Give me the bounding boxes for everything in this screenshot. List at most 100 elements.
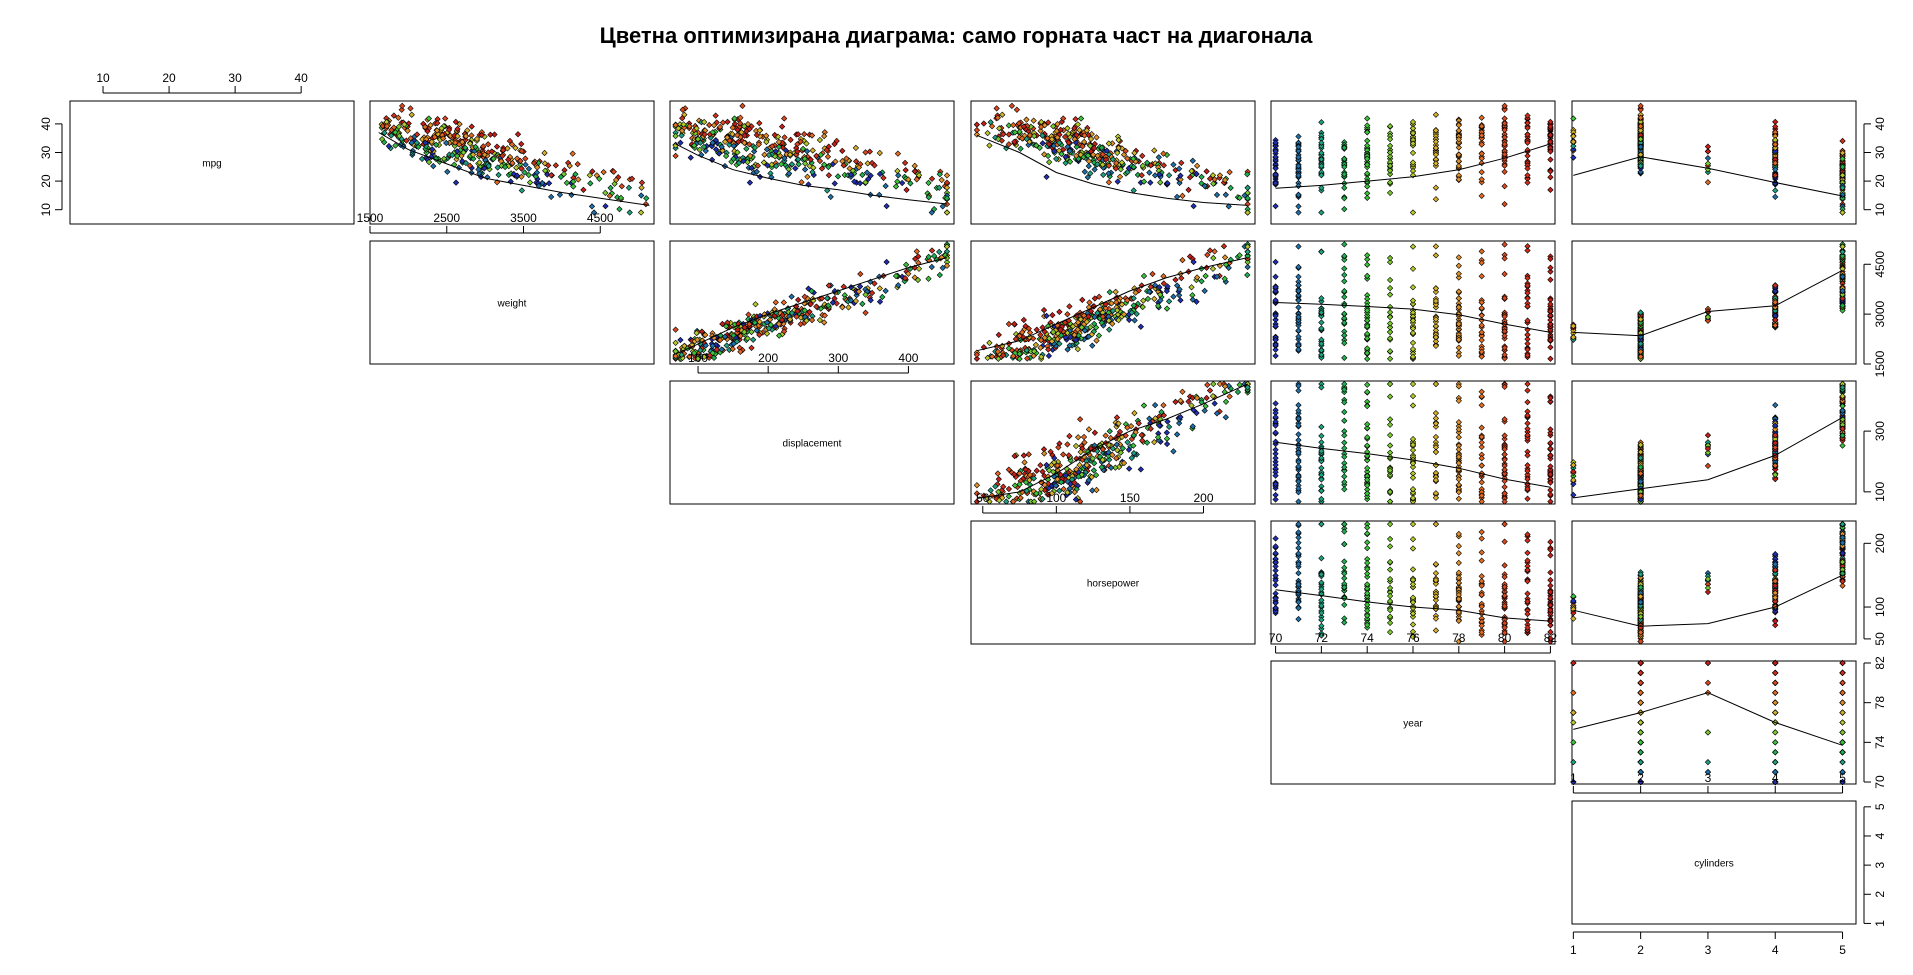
data-point [1455,419,1462,426]
data-point [1074,345,1081,353]
data-point [1409,486,1417,493]
data-point [1341,184,1348,192]
data-point [1160,402,1167,409]
data-point [701,118,708,126]
data-point [1077,151,1084,158]
data-point [462,144,469,151]
data-point [902,167,909,174]
data-point [1015,120,1023,127]
data-point [723,342,730,349]
data-point [1501,270,1508,278]
data-point [1478,192,1485,199]
data-point [794,148,801,155]
data-point [1203,394,1210,402]
data-point [1227,184,1234,192]
data-point [643,195,650,202]
points-weight-vs-horsepower [973,241,1251,363]
data-point [1364,544,1371,552]
data-point [808,132,816,139]
data-point [1547,174,1554,181]
data-point [936,184,943,191]
data-point [1455,344,1462,351]
data-point [702,147,709,155]
data-point [1547,463,1554,470]
data-point [1106,289,1113,296]
data-point [1341,241,1348,248]
data-point [839,158,846,165]
panel-displacement-vs-horsepower [970,380,1256,505]
data-point [398,106,405,113]
data-point [857,270,864,278]
data-point [984,130,991,137]
data-point [445,126,453,133]
data-point [388,132,395,139]
data-point [823,146,830,154]
data-point [1099,151,1106,158]
data-point [1173,431,1181,438]
data-point [763,146,771,153]
data-point [1074,121,1081,128]
data-point [1202,272,1209,280]
data-point [1501,538,1508,545]
data-point [1114,149,1121,157]
data-point [1157,179,1164,186]
data-point [468,123,475,130]
data-point [772,148,779,155]
data-point [1432,184,1440,191]
data-point [724,118,731,126]
data-point [451,161,458,168]
data-point [876,191,883,199]
smooth-line [675,143,948,205]
data-point [456,141,463,148]
data-point [1026,138,1033,145]
points-horsepower-vs-year [1272,521,1554,645]
data-point [1030,117,1037,124]
data-point [449,151,456,159]
data-point [1272,455,1279,462]
data-point [572,171,579,178]
data-point [1409,284,1417,291]
points-displacement-vs-horsepower [973,380,1251,505]
data-point [541,149,548,157]
data-point [1409,149,1417,157]
data-point [1318,423,1325,430]
data-point [1037,462,1044,469]
data-point [481,151,488,158]
points-mpg-vs-cylinders [1570,102,1846,216]
data-point [507,178,514,185]
data-point [911,168,918,175]
data-point [1524,152,1531,160]
data-point [1131,149,1138,157]
data-point [1198,173,1205,180]
data-point [1112,165,1119,172]
data-point [413,139,420,146]
data-point [1570,115,1577,122]
data-point [1031,498,1038,505]
data-point [610,168,617,175]
data-point [734,126,741,133]
data-point [1341,271,1348,279]
data-point [1341,486,1348,493]
data-point [1211,248,1218,255]
data-point [1072,115,1079,123]
data-point [1206,247,1214,254]
data-point [1386,355,1394,362]
data-point [1244,184,1251,191]
data-point [1455,270,1462,277]
data-point [1386,189,1394,197]
data-point [1045,352,1053,359]
data-point [1020,452,1027,459]
data-point [1188,167,1195,175]
data-point [425,159,433,166]
data-point [418,155,426,163]
data-point [724,134,731,141]
data-point [431,133,438,141]
data-point [1178,159,1185,167]
data-point [433,141,440,148]
data-point [1547,426,1554,433]
data-point [1000,131,1007,138]
panel-mpg-vs-year [1270,100,1556,225]
data-point [915,172,923,179]
data-point [1176,179,1183,187]
data-point [1011,129,1019,136]
